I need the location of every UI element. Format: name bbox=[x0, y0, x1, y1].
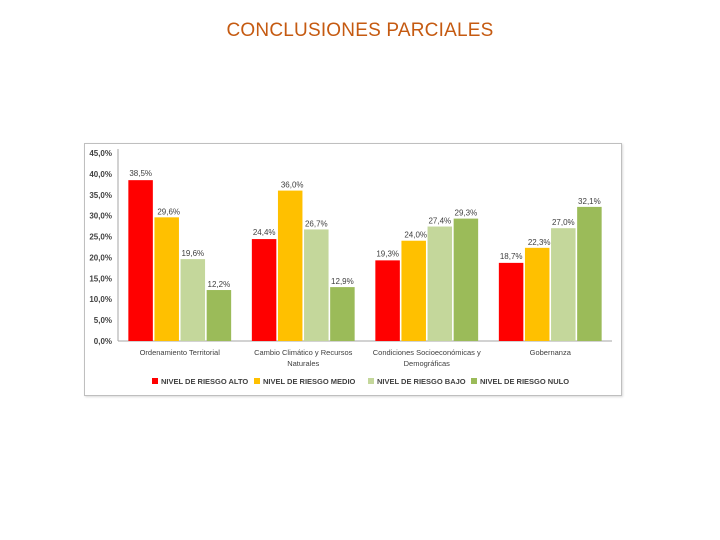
y-tick-label: 0,0% bbox=[94, 337, 112, 346]
y-tick-label: 35,0% bbox=[89, 191, 112, 200]
bar bbox=[401, 240, 426, 341]
slide-title: CONCLUSIONES PARCIALES bbox=[226, 20, 494, 41]
bar bbox=[330, 287, 355, 341]
bar bbox=[524, 247, 550, 341]
y-tick-label: 25,0% bbox=[89, 233, 112, 242]
bar bbox=[304, 229, 329, 341]
data-label: 24,4% bbox=[253, 228, 276, 237]
y-tick-label: 5,0% bbox=[94, 316, 112, 325]
data-label: 27,0% bbox=[552, 218, 575, 227]
data-label: 32,1% bbox=[578, 197, 601, 206]
legend-swatch bbox=[471, 378, 477, 384]
legend-swatch bbox=[254, 378, 260, 384]
data-label: 18,7% bbox=[500, 252, 523, 261]
data-label: 36,0% bbox=[281, 181, 304, 190]
x-category-label: Gobernanza bbox=[530, 348, 572, 357]
x-category-label: Cambio Climático y Recursos bbox=[254, 348, 353, 357]
data-label: 27,4% bbox=[428, 217, 451, 226]
legend-label: NIVEL DE RIESGO BAJO bbox=[377, 377, 466, 386]
x-category-label: Demográficas bbox=[404, 359, 451, 368]
y-tick-label: 40,0% bbox=[89, 170, 112, 179]
data-label: 19,3% bbox=[376, 249, 399, 258]
legend-swatch bbox=[368, 378, 374, 384]
bar bbox=[498, 262, 524, 341]
data-label: 38,5% bbox=[129, 169, 152, 178]
y-tick-label: 20,0% bbox=[89, 253, 112, 262]
x-category-label: Ordenamiento Territorial bbox=[140, 348, 221, 357]
y-tick-label: 45,0% bbox=[89, 149, 112, 158]
bar bbox=[251, 239, 277, 341]
legend-label: NIVEL DE RIESGO ALTO bbox=[161, 377, 248, 386]
data-label: 26,7% bbox=[305, 219, 328, 228]
bar bbox=[375, 260, 400, 341]
bar bbox=[180, 259, 206, 341]
x-category-label: Naturales bbox=[287, 359, 319, 368]
y-tick-label: 10,0% bbox=[89, 295, 112, 304]
bar bbox=[427, 226, 453, 341]
y-tick-label: 30,0% bbox=[89, 212, 112, 221]
legend-label: NIVEL DE RIESGO MEDIO bbox=[263, 377, 356, 386]
data-label: 12,2% bbox=[208, 280, 231, 289]
legend-swatch bbox=[152, 378, 158, 384]
bar bbox=[154, 217, 179, 341]
data-label: 12,9% bbox=[331, 277, 354, 286]
x-category-label: Condiciones Socioeconómicas y bbox=[373, 348, 481, 357]
bar bbox=[206, 290, 232, 341]
data-label: 29,6% bbox=[157, 207, 180, 216]
bar bbox=[277, 190, 303, 341]
bar bbox=[551, 228, 576, 341]
bar bbox=[128, 180, 153, 341]
data-label: 22,3% bbox=[528, 238, 551, 247]
legend-label: NIVEL DE RIESGO NULO bbox=[480, 377, 569, 386]
bar bbox=[577, 206, 602, 341]
bar bbox=[453, 218, 479, 341]
y-tick-label: 15,0% bbox=[89, 274, 112, 283]
data-label: 19,6% bbox=[181, 249, 204, 258]
data-label: 24,0% bbox=[404, 231, 427, 240]
data-label: 29,3% bbox=[455, 209, 478, 218]
